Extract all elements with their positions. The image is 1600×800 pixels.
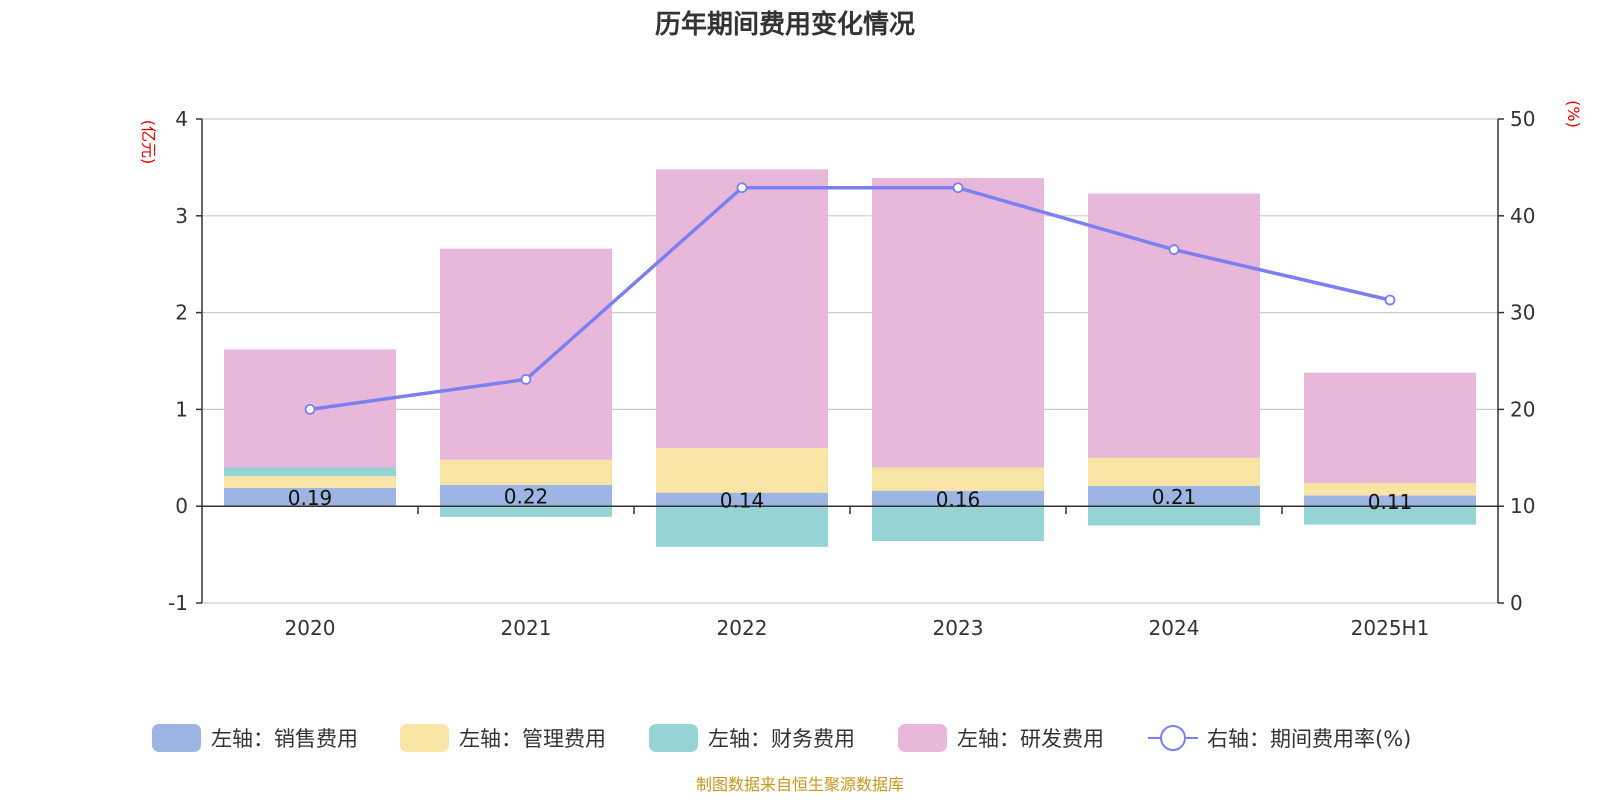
left-tick-label: 3 xyxy=(175,204,188,228)
right-tick-label: 0 xyxy=(1510,591,1523,615)
bar-segment xyxy=(1304,372,1476,483)
data-labels: 0.19 0.22 0.14 0.16 0.21 0.11 xyxy=(288,485,1413,514)
x-tick-label: 2024 xyxy=(1149,616,1200,640)
rate-point xyxy=(304,403,316,415)
rate-point xyxy=(1384,294,1396,306)
bar-segment xyxy=(872,490,1044,507)
rate-point xyxy=(520,373,532,385)
right-tick-label: 20 xyxy=(1510,397,1535,421)
bar-segment xyxy=(440,459,612,485)
data-label: 0.16 xyxy=(936,487,981,511)
chart-title: 历年期间费用变化情况 xyxy=(655,9,915,40)
bar-segment xyxy=(1304,495,1476,507)
source-note: 制图数据来自恒生聚源数据库 xyxy=(696,775,904,794)
left-axis-unit: (亿元) xyxy=(139,120,158,165)
bar-segment xyxy=(656,448,828,493)
legend-label: 左轴：管理费用 xyxy=(459,727,606,751)
data-label: 0.19 xyxy=(288,486,333,510)
legend-label: 右轴：期间费用率(%) xyxy=(1207,727,1411,751)
bars xyxy=(224,169,1476,547)
data-label: 0.14 xyxy=(720,488,765,512)
bar-segment xyxy=(872,178,1044,468)
right-tick-label: 10 xyxy=(1510,494,1535,518)
bar-segment xyxy=(656,506,828,547)
left-tick-label: 1 xyxy=(175,397,188,421)
rate-line xyxy=(309,185,1391,412)
data-label: 0.21 xyxy=(1152,485,1197,509)
right-tick-label: 50 xyxy=(1510,107,1535,131)
left-tick-label: 0 xyxy=(175,494,188,518)
legend-swatch xyxy=(898,724,947,752)
expense-rate-line xyxy=(304,182,1396,415)
left-tick-label: 4 xyxy=(175,107,188,131)
bar-segment xyxy=(1088,457,1260,486)
x-tick-label: 2022 xyxy=(717,616,768,640)
legend-label: 左轴：销售费用 xyxy=(211,727,358,751)
legend-label: 左轴：研发费用 xyxy=(957,727,1104,751)
rate-point xyxy=(952,182,964,194)
legend-label: 左轴：财务费用 xyxy=(708,727,855,751)
bar-segment xyxy=(1088,506,1260,526)
bar-segment xyxy=(656,492,828,507)
bar-segment xyxy=(440,484,612,507)
left-tick-label: -1 xyxy=(168,591,188,615)
bar-segment xyxy=(1088,485,1260,507)
bar-segment xyxy=(872,506,1044,542)
bar-segment xyxy=(440,506,612,517)
bar-segment xyxy=(1304,506,1476,525)
legend-marker xyxy=(1160,725,1186,751)
left-tick-label: 2 xyxy=(175,301,188,325)
bar-segment xyxy=(224,467,396,477)
data-label: 0.11 xyxy=(1368,490,1413,514)
rate-point xyxy=(1168,244,1180,256)
right-tick-label: 40 xyxy=(1510,204,1535,228)
legend-swatch xyxy=(649,724,698,752)
bar-segment xyxy=(440,248,612,460)
x-tick-label: 2023 xyxy=(933,616,984,640)
bar-segment xyxy=(1304,482,1476,496)
x-tick-label: 2021 xyxy=(501,616,552,640)
legend-swatch xyxy=(152,724,201,752)
right-tick-label: 30 xyxy=(1510,301,1535,325)
x-tick-label: 2025H1 xyxy=(1351,616,1430,640)
data-label: 0.22 xyxy=(504,485,549,509)
rate-point xyxy=(736,182,748,194)
gridlines xyxy=(202,118,1498,604)
x-tick-label: 2020 xyxy=(285,616,336,640)
bar-segment xyxy=(656,169,828,449)
legend: 左轴：销售费用 左轴：管理费用 左轴：财务费用 左轴：研发费用 右轴：期间费用率(%) xyxy=(152,724,1411,752)
right-axis-unit: (%) xyxy=(1564,100,1583,128)
bar-segment xyxy=(224,476,396,488)
legend-swatch xyxy=(400,724,449,752)
bar-segment xyxy=(224,487,396,507)
bar-segment xyxy=(872,467,1044,491)
bar-segment xyxy=(1088,193,1260,458)
